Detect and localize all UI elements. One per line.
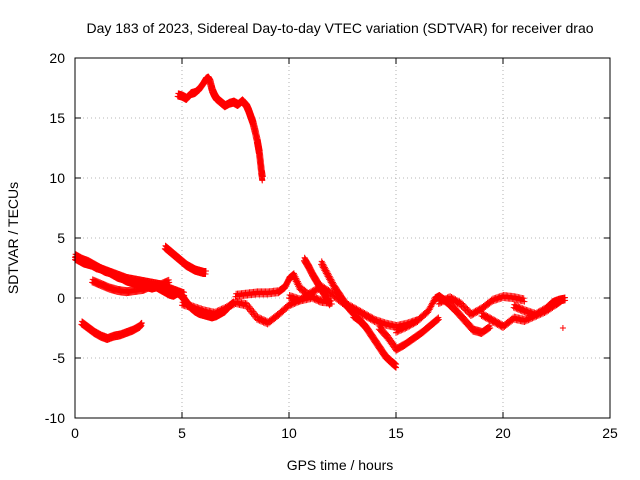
data-point <box>288 302 295 309</box>
data-point <box>370 315 377 322</box>
y-tick-label: 20 <box>49 50 65 66</box>
data-point <box>460 301 467 308</box>
data-point <box>326 301 333 308</box>
data-point <box>465 307 472 314</box>
data-point <box>515 303 522 310</box>
chart-title: Day 183 of 2023, Sidereal Day-to-day VTE… <box>86 20 593 36</box>
data-point <box>457 299 464 306</box>
data-point <box>258 315 265 322</box>
data-point <box>519 305 526 312</box>
data-point <box>463 304 470 311</box>
data-point <box>259 173 266 180</box>
data-point <box>202 271 209 277</box>
data-point <box>434 317 441 324</box>
data-point <box>259 177 266 184</box>
data-point <box>464 305 471 312</box>
data-point <box>287 302 294 309</box>
data-point <box>290 301 297 308</box>
data-point <box>312 293 319 300</box>
data-point <box>459 300 466 307</box>
data-point <box>487 325 494 331</box>
data-point <box>217 308 224 315</box>
data-point <box>398 327 405 334</box>
data-point <box>524 317 531 324</box>
data-point <box>562 297 569 304</box>
x-tick-label: 5 <box>178 425 186 441</box>
data-point <box>215 310 222 316</box>
data-point <box>393 364 399 371</box>
data-point <box>438 299 445 306</box>
data-point <box>213 310 220 317</box>
y-axis-label: SDTVAR / TECUs <box>5 182 21 294</box>
x-tick-label: 15 <box>388 425 404 441</box>
data-point <box>138 322 145 329</box>
data-point <box>439 299 446 306</box>
data-point <box>559 325 566 331</box>
data-point <box>399 326 406 333</box>
data-point <box>254 313 261 320</box>
data-point <box>212 311 219 318</box>
x-tick-label: 20 <box>495 425 511 441</box>
data-point <box>313 294 320 301</box>
y-tick-label: 0 <box>57 290 65 306</box>
data-point <box>442 298 449 304</box>
data-point <box>521 298 528 305</box>
data-points <box>72 73 569 371</box>
data-point <box>397 328 404 334</box>
data-point <box>255 314 262 321</box>
y-tick-label: -5 <box>53 350 66 366</box>
data-point <box>521 319 528 325</box>
x-tick-label: 0 <box>71 425 79 441</box>
data-point <box>316 295 323 302</box>
data-point <box>522 318 529 325</box>
data-point <box>393 329 399 336</box>
data-point <box>402 325 409 332</box>
data-point <box>441 298 448 305</box>
data-point <box>317 296 324 303</box>
data-point <box>181 292 188 299</box>
data-point <box>401 326 408 333</box>
data-point <box>511 301 518 308</box>
data-point <box>314 295 321 301</box>
data-point <box>525 317 532 324</box>
y-tick-label: 10 <box>49 170 65 186</box>
data-point <box>435 316 442 323</box>
x-axis-label: GPS time / hours <box>287 457 394 473</box>
y-tick-label: 5 <box>57 230 65 246</box>
data-point <box>516 304 523 310</box>
data-point <box>326 302 333 309</box>
x-tick-label: 25 <box>602 425 618 441</box>
data-point <box>437 300 444 307</box>
data-point <box>261 316 268 323</box>
data-point <box>220 307 227 314</box>
y-tick-label: -10 <box>45 410 65 426</box>
data-point <box>514 302 521 309</box>
data-point <box>166 279 173 286</box>
data-point <box>461 303 468 310</box>
data-point <box>518 304 525 311</box>
data-point <box>286 303 292 310</box>
data-point <box>486 325 493 332</box>
grid-lines <box>75 58 610 418</box>
data-point <box>435 301 442 307</box>
data-point <box>219 308 226 315</box>
data-point <box>520 295 527 302</box>
data-point <box>512 302 519 309</box>
x-tick-label: 10 <box>281 425 297 441</box>
data-point <box>395 328 402 335</box>
data-point <box>211 311 218 318</box>
data-point <box>216 309 223 316</box>
data-point <box>526 316 533 323</box>
y-tick-label: 15 <box>49 110 65 126</box>
data-point <box>394 329 401 336</box>
data-point <box>257 314 264 321</box>
data-point <box>259 316 266 322</box>
axis-ticks: 0 5 10 15 20 25 -10 -5 0 5 10 15 20 <box>45 50 618 441</box>
data-point <box>520 305 527 312</box>
